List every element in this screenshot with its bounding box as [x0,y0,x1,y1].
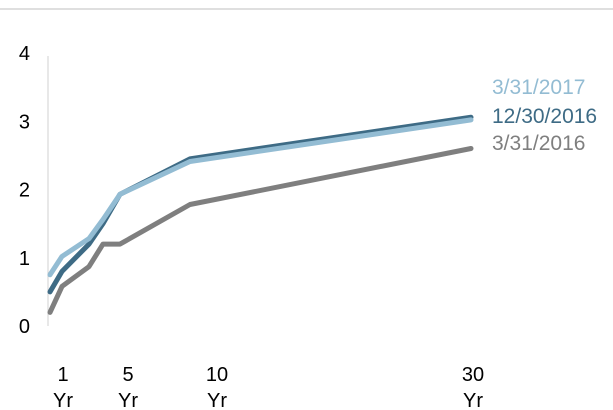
x-tick-unit: Yr [53,390,73,410]
x-tick-label: 10 [206,364,228,386]
y-tick-label: 1 [19,248,30,270]
y-tick-label: 2 [19,180,30,202]
legend-label-0: 3/31/2016 [492,132,585,155]
x-tick-label: 1 [57,364,68,386]
x-tick-unit: Yr [118,390,138,410]
legend-label-1: 12/30/2016 [492,105,597,128]
y-tick-label: 4 [19,43,30,65]
x-tick-unit: Yr [463,390,483,410]
x-tick-label: 5 [122,364,133,386]
x-tick-unit: Yr [207,390,227,410]
series-line-2 [47,117,474,278]
y-tick-label: 3 [19,111,30,133]
series-line-0 [47,146,474,315]
legend-label-2: 3/31/2017 [492,76,585,99]
x-tick-label: 30 [462,364,484,386]
y-tick-label: 0 [19,316,30,338]
